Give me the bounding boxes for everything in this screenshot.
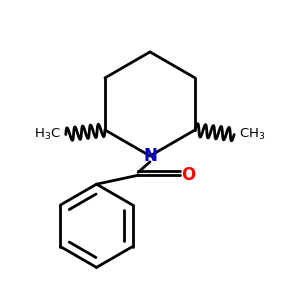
Text: N: N — [143, 147, 157, 165]
Text: O: O — [182, 166, 196, 184]
Text: H$_3$C: H$_3$C — [34, 127, 61, 142]
Text: CH$_3$: CH$_3$ — [239, 127, 265, 142]
